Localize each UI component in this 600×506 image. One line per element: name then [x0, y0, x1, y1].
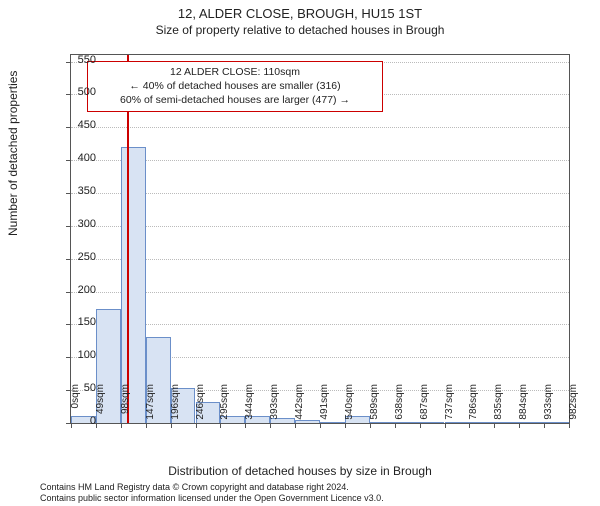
xtick-label: 491sqm: [319, 384, 330, 424]
grid-line: [71, 127, 569, 128]
page-title: 12, ALDER CLOSE, BROUGH, HU15 1ST: [0, 6, 600, 21]
ytick-label: 350: [56, 185, 96, 197]
xtick-label: 442sqm: [294, 384, 305, 424]
xtick-label: 98sqm: [120, 384, 131, 424]
xtick-label: 147sqm: [145, 384, 156, 424]
grid-line: [71, 193, 569, 194]
xtick-label: 982sqm: [568, 384, 579, 424]
xtick-label: 196sqm: [170, 384, 181, 424]
xtick-label: 835sqm: [493, 384, 504, 424]
xtick-label: 246sqm: [195, 384, 206, 424]
grid-line: [71, 259, 569, 260]
property-info-box: 12 ALDER CLOSE: 110sqm← 40% of detached …: [87, 61, 383, 112]
footnote-line2: Contains public sector information licen…: [40, 493, 384, 504]
ytick-label: 400: [56, 152, 96, 164]
footnote: Contains HM Land Registry data © Crown c…: [40, 482, 384, 504]
xtick-label: 295sqm: [219, 384, 230, 424]
xtick-label: 49sqm: [95, 384, 106, 424]
xtick-label: 786sqm: [468, 384, 479, 424]
grid-line: [71, 324, 569, 325]
xtick-label: 884sqm: [518, 384, 529, 424]
ytick-label: 200: [56, 284, 96, 296]
ytick-label: 500: [56, 86, 96, 98]
info-box-line1: 12 ALDER CLOSE: 110sqm: [96, 65, 374, 79]
grid-line: [71, 160, 569, 161]
xtick-label: 0sqm: [70, 384, 81, 424]
xtick-label: 393sqm: [269, 384, 280, 424]
x-axis-label: Distribution of detached houses by size …: [0, 464, 600, 478]
ytick-label: 150: [56, 316, 96, 328]
grid-line: [71, 292, 569, 293]
page-subtitle: Size of property relative to detached ho…: [0, 23, 600, 37]
xtick-label: 540sqm: [344, 384, 355, 424]
xtick-label: 737sqm: [444, 384, 455, 424]
ytick-label: 250: [56, 251, 96, 263]
ytick-label: 450: [56, 119, 96, 131]
footnote-line1: Contains HM Land Registry data © Crown c…: [40, 482, 384, 493]
xtick-label: 589sqm: [369, 384, 380, 424]
xtick-label: 933sqm: [543, 384, 554, 424]
y-axis-label: Number of detached properties: [6, 71, 20, 236]
ytick-label: 100: [56, 349, 96, 361]
grid-line: [71, 226, 569, 227]
histogram-bar: [121, 147, 146, 423]
xtick-label: 687sqm: [419, 384, 430, 424]
info-box-line3: 60% of semi-detached houses are larger (…: [96, 93, 374, 107]
info-box-line2: ← 40% of detached houses are smaller (31…: [96, 79, 374, 93]
ytick-label: 300: [56, 218, 96, 230]
chart-plot-area: 12 ALDER CLOSE: 110sqm← 40% of detached …: [70, 54, 570, 424]
xtick-label: 638sqm: [394, 384, 405, 424]
xtick-label: 344sqm: [244, 384, 255, 424]
ytick-label: 550: [56, 54, 96, 66]
